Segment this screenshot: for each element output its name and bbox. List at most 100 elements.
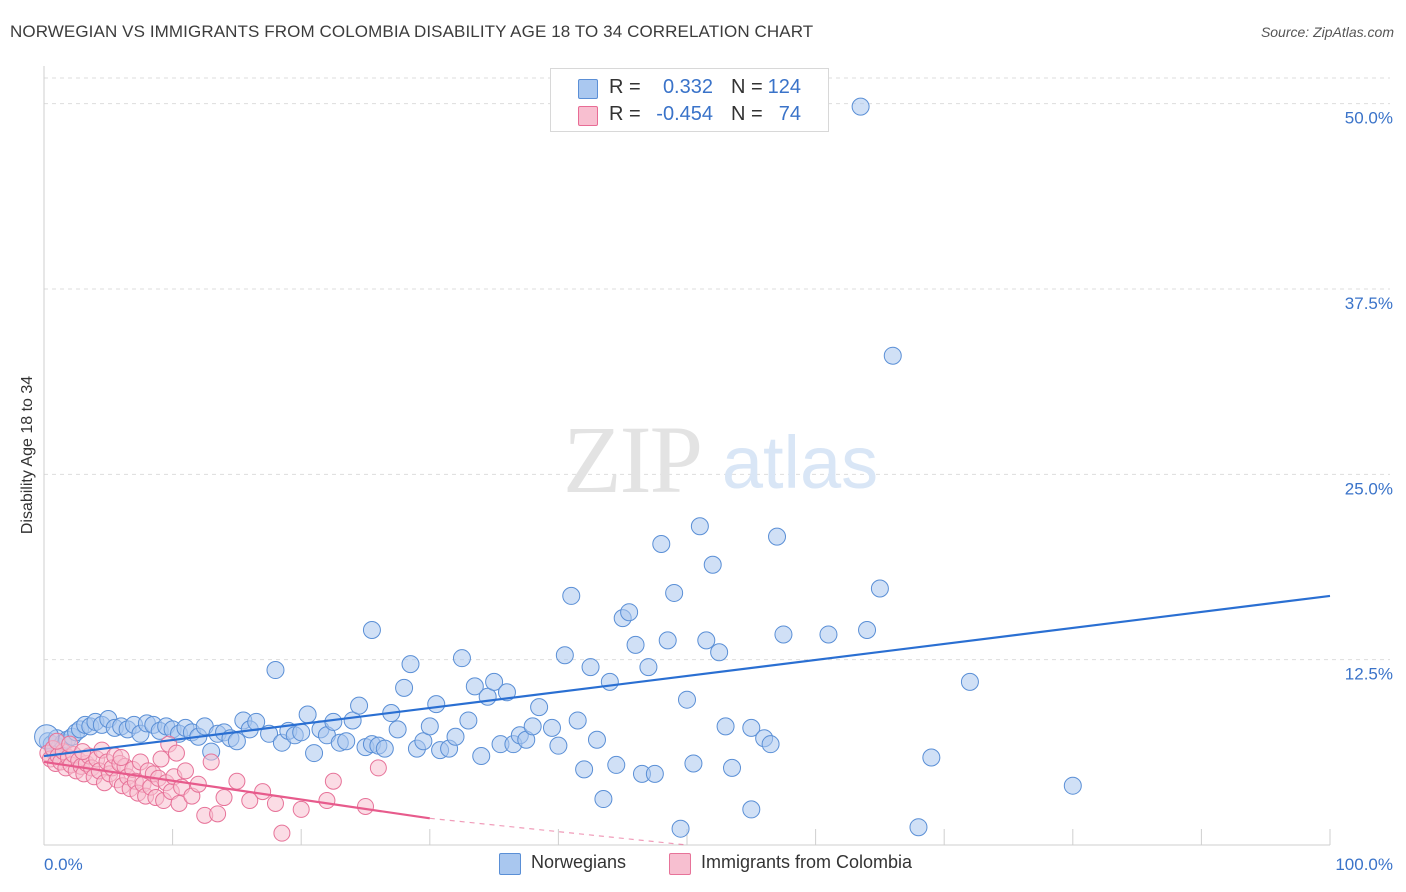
stats-legend: R = 0.332 N = 124 R = -0.454 N = 74 <box>550 68 829 132</box>
norwegians-point <box>645 764 664 783</box>
norwegians-point <box>742 800 761 819</box>
colombia-point <box>318 792 336 810</box>
norwegians-point <box>594 790 613 809</box>
norwegians-point <box>851 97 870 116</box>
norwegians-point <box>607 755 626 774</box>
norwegians-point <box>678 690 696 709</box>
norwegians-point <box>575 760 594 779</box>
norwegians-point <box>665 583 684 602</box>
norwegians-point <box>266 661 285 680</box>
source-label: Source: ZipAtlas.com <box>1260 24 1394 40</box>
norwegians-point <box>298 705 317 724</box>
norwegians-point <box>587 730 606 749</box>
norwegians-point <box>774 625 793 644</box>
colombia-point <box>292 800 310 818</box>
colombia-point <box>152 750 170 768</box>
n-value: 74 <box>778 103 801 125</box>
series-norwegians <box>34 97 1082 838</box>
colombia-point <box>369 759 387 777</box>
colombia-point <box>273 824 291 842</box>
colombia-trend-line <box>43 760 430 820</box>
norwegians-point <box>562 586 581 605</box>
legend-swatch-pink <box>578 106 598 126</box>
norwegians-point <box>600 672 619 691</box>
r-value: -0.454 <box>656 103 713 125</box>
norwegians-point <box>324 712 343 731</box>
norwegians-point <box>703 555 722 574</box>
norwegians-point <box>960 672 979 691</box>
norwegians-point <box>350 696 369 715</box>
norwegians-point <box>697 631 716 650</box>
norwegians-point <box>427 695 446 714</box>
norwegians-point <box>652 535 671 554</box>
colombia-point <box>215 789 233 807</box>
norwegians-point <box>497 683 516 702</box>
colombia-point <box>266 794 284 812</box>
norwegians-point <box>555 646 574 665</box>
r-label: R = <box>609 103 641 125</box>
colombia-point <box>209 805 227 823</box>
norwegians-point <box>671 819 690 838</box>
x-tick-label: 0.0% <box>44 855 83 874</box>
colombia-point <box>254 783 272 801</box>
norwegians-point <box>858 621 877 640</box>
norwegians-point <box>549 736 568 755</box>
norwegians-point <box>716 717 735 736</box>
norwegians-point <box>375 739 394 758</box>
norwegians-point <box>485 672 504 691</box>
y-tick-label: 50.0% <box>1345 109 1393 128</box>
legend-swatch-norwegians <box>499 853 521 875</box>
x-tick-label: 100.0% <box>1335 855 1393 874</box>
norwegians-point <box>395 678 414 697</box>
norwegians-point <box>761 735 780 754</box>
norwegians-point <box>768 527 787 546</box>
legend-swatch-colombia <box>669 853 691 875</box>
norwegians-point <box>305 744 324 763</box>
norwegians-point <box>1063 776 1082 795</box>
colombia-point <box>357 797 374 815</box>
axes <box>43 66 1331 846</box>
norwegians-point <box>459 711 478 730</box>
legend-label-norwegians: Norwegians <box>531 852 627 872</box>
norwegians-point <box>472 747 491 766</box>
colombia-point <box>167 744 185 762</box>
r-label: R = <box>609 76 641 98</box>
norwegians-point <box>819 625 838 644</box>
n-value: 124 <box>767 76 801 98</box>
colombia-point <box>112 749 130 767</box>
y-tick-label: 12.5% <box>1345 665 1393 684</box>
norwegians-point <box>883 346 902 365</box>
norwegians-point <box>362 621 381 640</box>
norwegians-point <box>742 718 761 737</box>
norwegians-point <box>620 603 639 622</box>
norwegians-point <box>530 698 549 717</box>
norwegians-point <box>414 732 433 751</box>
norwegians-point <box>658 631 677 650</box>
tick-labels: 12.5% 25.0% 37.5% 50.0% 0.0% 100.0% <box>44 109 1393 874</box>
norwegians-point <box>420 717 439 736</box>
norwegians-point <box>401 655 420 674</box>
norwegians-point <box>568 711 587 730</box>
trend-lines <box>43 594 1331 846</box>
norwegians-point <box>723 758 742 777</box>
chart-title: NORWEGIAN VS IMMIGRANTS FROM COLOMBIA DI… <box>10 22 814 41</box>
norwegians-point <box>446 727 465 746</box>
norwegians-point <box>452 649 471 668</box>
colombia-point <box>176 762 194 780</box>
watermark-atlas: atlas <box>722 421 878 504</box>
r-value: 0.332 <box>662 76 713 98</box>
norwegians-point <box>710 643 729 662</box>
norwegians-point <box>542 718 561 737</box>
norwegians-point <box>626 635 645 654</box>
norwegians-trend-line <box>43 594 1331 758</box>
colombia-point <box>228 772 246 790</box>
legend-label-colombia: Immigrants from Colombia <box>701 852 913 872</box>
n-label: N = <box>731 76 763 98</box>
legend-row-norwegians: R = 0.332 N = 124 <box>551 73 828 101</box>
legend-row-colombia: R = -0.454 N = 74 <box>551 100 828 128</box>
norwegians-point <box>227 732 246 751</box>
norwegians-point <box>922 748 941 767</box>
n-label: N = <box>731 103 763 125</box>
legend-swatch-blue <box>578 79 598 99</box>
